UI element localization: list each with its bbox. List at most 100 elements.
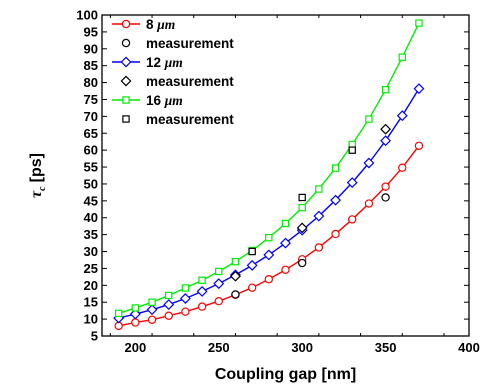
data-point-measurement-5 bbox=[348, 146, 356, 154]
data-point-12-m-2 bbox=[129, 308, 141, 320]
y-tick-label: 45 bbox=[84, 193, 98, 208]
data-point-12-m-2 bbox=[363, 157, 375, 169]
data-point-12-m-2 bbox=[330, 194, 341, 206]
data-point-12-m-2 bbox=[280, 237, 291, 249]
data-point-12-m-2 bbox=[263, 249, 275, 261]
data-point-8-m-0 bbox=[197, 302, 207, 311]
y-tick-label: 60 bbox=[84, 143, 98, 158]
data-point-measurement-1 bbox=[297, 258, 307, 268]
y-tick-label: 15 bbox=[84, 295, 98, 310]
x-tick-label: 400 bbox=[458, 340, 480, 355]
legend-label-unit: μm bbox=[164, 55, 183, 70]
data-point-measurement-5 bbox=[298, 193, 306, 202]
y-tick-label: 40 bbox=[84, 210, 98, 225]
data-point-12-m-2 bbox=[380, 135, 392, 147]
legend-label-text: measurement bbox=[146, 36, 234, 51]
data-point-8-m-0 bbox=[314, 243, 324, 252]
data-point-16-m-4 bbox=[131, 304, 140, 312]
y-tick-label: 25 bbox=[84, 261, 98, 276]
legend-label: measurement bbox=[146, 74, 234, 89]
data-point-16-m-4 bbox=[181, 284, 190, 292]
data-point-16-m-4 bbox=[315, 185, 323, 193]
data-point-8-m-0 bbox=[147, 315, 157, 324]
y-tick-label: 95 bbox=[84, 24, 98, 39]
legend-label: 16 μm bbox=[146, 93, 183, 108]
legend-marker bbox=[122, 96, 130, 104]
legend-label-text: 16 bbox=[146, 93, 165, 108]
legend-label-unit: μm bbox=[164, 93, 183, 108]
data-point-16-m-4 bbox=[215, 267, 223, 276]
data-point-12-m-2 bbox=[163, 299, 175, 311]
data-point-16-m-4 bbox=[281, 219, 290, 228]
legend-marker bbox=[120, 75, 132, 87]
data-point-8-m-0 bbox=[398, 163, 407, 172]
y-tick-label: 90 bbox=[84, 41, 98, 56]
data-point-8-m-0 bbox=[331, 229, 340, 239]
legend-label: measurement bbox=[146, 112, 234, 127]
y-tick-label: 65 bbox=[84, 126, 98, 141]
data-point-8-m-0 bbox=[364, 199, 374, 208]
data-point-16-m-4 bbox=[231, 257, 240, 266]
data-point-12-m-2 bbox=[396, 110, 408, 122]
y-tick-label: 70 bbox=[84, 109, 98, 124]
data-point-16-m-4 bbox=[415, 19, 423, 27]
legend-marker bbox=[121, 38, 131, 48]
data-point-16-m-4 bbox=[148, 298, 156, 306]
y-tick-label: 20 bbox=[84, 278, 98, 293]
data-point-16-m-4 bbox=[265, 233, 273, 242]
data-point-8-m-0 bbox=[247, 283, 257, 292]
data-marks bbox=[113, 19, 425, 331]
legend-label-unit: μm bbox=[156, 17, 175, 32]
legend-marker bbox=[121, 19, 131, 29]
data-point-measurement-1 bbox=[231, 290, 240, 299]
data-point-8-m-0 bbox=[164, 311, 173, 320]
y-axis-title: τc [ps] bbox=[28, 153, 48, 198]
plot-frame bbox=[101, 14, 470, 337]
legend: 8 μm measurement 12 μm measurement 16 μm meas… bbox=[112, 17, 234, 127]
x-tick-label: 200 bbox=[125, 340, 147, 355]
data-point-8-m-0 bbox=[264, 275, 274, 284]
y-tick-label: 80 bbox=[84, 75, 98, 90]
y-axis-symbol: τ bbox=[28, 190, 45, 198]
data-point-8-m-0 bbox=[281, 265, 290, 274]
data-point-8-m-0 bbox=[381, 182, 390, 191]
legend-marker bbox=[122, 115, 130, 123]
data-point-8-m-0 bbox=[414, 141, 424, 150]
x-axis-title: Coupling gap [nm] bbox=[215, 366, 356, 383]
y-axis-unit: [ps] bbox=[28, 153, 45, 182]
data-point-12-m-2 bbox=[146, 304, 158, 316]
legend-label-text: 12 bbox=[146, 55, 165, 70]
data-point-16-m-4 bbox=[298, 203, 306, 212]
y-tick-label: 100 bbox=[76, 8, 98, 23]
data-point-measurement-5 bbox=[248, 247, 256, 256]
legend-label: 12 μm bbox=[146, 55, 183, 70]
y-tick-label: 10 bbox=[84, 312, 98, 327]
legend-label-text: 8 bbox=[146, 17, 157, 32]
data-point-16-m-4 bbox=[331, 164, 340, 172]
y-tick-label: 75 bbox=[84, 92, 98, 107]
x-tick-label: 300 bbox=[291, 340, 313, 355]
data-point-12-m-2 bbox=[213, 278, 225, 290]
y-tick-label: 35 bbox=[84, 227, 98, 242]
data-point-16-m-4 bbox=[381, 85, 390, 94]
data-point-12-m-2 bbox=[313, 210, 325, 222]
y-axis-subscript: c bbox=[37, 186, 48, 191]
data-point-8-m-0 bbox=[348, 215, 357, 224]
data-point-8-m-0 bbox=[131, 318, 140, 327]
y-tick-label: 85 bbox=[84, 58, 98, 73]
data-point-16-m-4 bbox=[198, 276, 206, 284]
y-tick-label: 30 bbox=[84, 244, 98, 259]
x-tick-label: 350 bbox=[375, 340, 397, 355]
data-point-measurement-3 bbox=[230, 270, 241, 282]
data-point-8-m-0 bbox=[181, 307, 190, 316]
data-point-12-m-2 bbox=[196, 285, 208, 297]
legend-label: measurement bbox=[146, 36, 234, 51]
legend-label-text: measurement bbox=[146, 74, 234, 89]
data-point-12-m-2 bbox=[246, 259, 258, 271]
data-point-16-m-4 bbox=[398, 53, 406, 61]
data-point-16-m-4 bbox=[165, 291, 173, 300]
legend-marker bbox=[120, 56, 132, 68]
data-point-12-m-2 bbox=[413, 83, 425, 95]
